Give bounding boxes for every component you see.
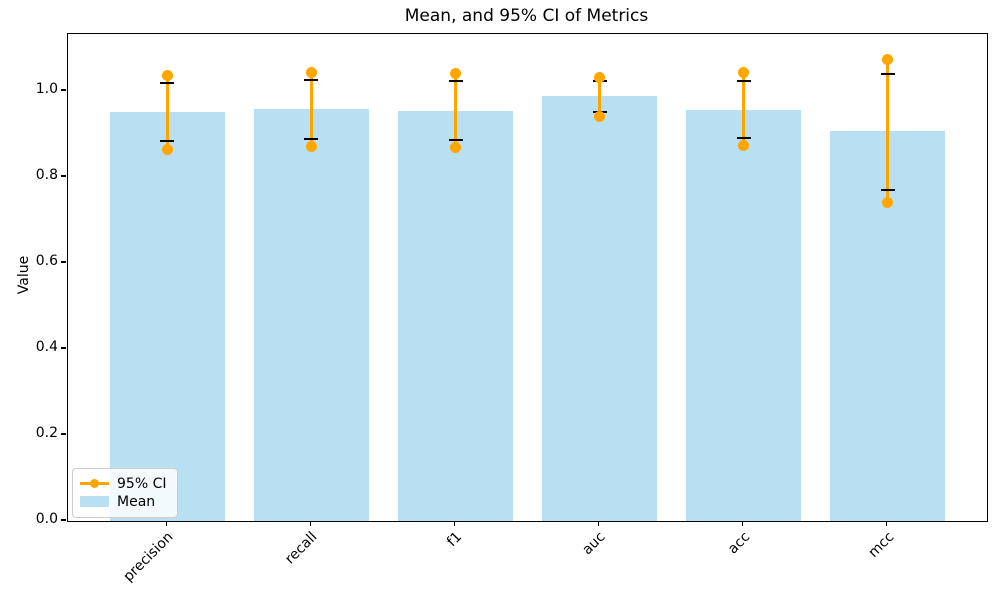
ci-line-f1 (454, 73, 457, 148)
x-tick-mark-recall (309, 521, 312, 526)
ci-swatch (80, 478, 109, 489)
err-cap-low-mcc (880, 188, 895, 191)
ci-dot-high-f1 (450, 68, 461, 80)
bar-f1 (398, 111, 513, 521)
x-tick-label-auc: auc (579, 529, 609, 559)
y-tick-label-0.8: 0.8 (35, 167, 58, 184)
legend-ci-label: 95% CI (117, 475, 167, 492)
x-tick-label-acc: acc (724, 529, 753, 558)
x-tick-mark-precision (165, 521, 168, 526)
err-cap-high-f1 (448, 80, 463, 83)
ci-line-precision (165, 75, 169, 150)
err-cap-low-acc (736, 137, 751, 140)
legend-item-ci: 95% CI (80, 475, 166, 492)
err-cap-low-recall (304, 137, 319, 140)
ci-dot-low-auc (594, 111, 606, 123)
ci-dot-low-acc (738, 139, 750, 151)
x-tick-mark-acc (741, 521, 744, 526)
y-tick-mark-0.0 (61, 519, 66, 521)
ci-line-auc (598, 77, 602, 117)
x-tick-mark-f1 (453, 521, 456, 526)
ci-line-acc (742, 72, 746, 146)
y-tick-mark-1.0 (61, 89, 66, 91)
err-cap-high-mcc (880, 72, 895, 75)
y-axis-label: Value (16, 255, 32, 295)
y-tick-label-0.0: 0.0 (35, 511, 58, 527)
x-tick-label-f1: f1 (443, 529, 465, 551)
bar-acc (686, 110, 802, 521)
ci-dot-high-acc (738, 67, 750, 79)
ci-line-recall (309, 72, 313, 147)
err-cap-high-acc (736, 79, 751, 82)
y-tick-label-1.0: 1.0 (35, 81, 58, 98)
plot-area (67, 33, 988, 522)
err-cap-low-f1 (448, 138, 463, 141)
x-tick-label-precision: precision (120, 529, 177, 585)
x-tick-mark-mcc (885, 521, 888, 526)
ci-line-mcc (886, 59, 890, 203)
ci-dot-high-auc (594, 72, 606, 84)
err-cap-high-precision (160, 81, 175, 84)
ci-dot-high-precision (161, 69, 173, 81)
chart-title: Mean, and 95% CI of Metrics (404, 6, 649, 26)
ci-dot-low-f1 (450, 141, 461, 153)
ci-dot-icon (90, 479, 99, 488)
bar-recall (253, 108, 369, 521)
x-tick-label-recall: recall (282, 529, 321, 568)
y-tick-label-0.6: 0.6 (35, 253, 58, 270)
y-tick-mark-0.2 (61, 433, 66, 435)
mean-swatch (80, 496, 109, 507)
x-tick-label-mcc: mcc (865, 529, 897, 561)
bar-auc (542, 96, 658, 521)
ci-dot-high-mcc (882, 53, 894, 65)
ci-dot-low-mcc (882, 197, 894, 209)
y-tick-mark-0.8 (61, 175, 66, 177)
y-tick-mark-0.4 (61, 347, 66, 349)
legend-mean-label: Mean (117, 493, 156, 510)
legend-item-mean: Mean (80, 493, 166, 510)
ci-dot-low-recall (305, 140, 317, 152)
ci-dot-low-precision (161, 144, 173, 156)
y-tick-label-0.2: 0.2 (35, 425, 58, 442)
ci-dot-high-recall (305, 67, 317, 79)
err-cap-low-precision (160, 140, 175, 143)
y-tick-mark-0.6 (61, 261, 66, 263)
bar-precision (109, 111, 225, 521)
err-cap-high-recall (304, 79, 319, 82)
x-tick-mark-auc (597, 521, 600, 526)
y-tick-label-0.4: 0.4 (35, 339, 58, 356)
legend: 95% CI Mean (72, 468, 179, 518)
